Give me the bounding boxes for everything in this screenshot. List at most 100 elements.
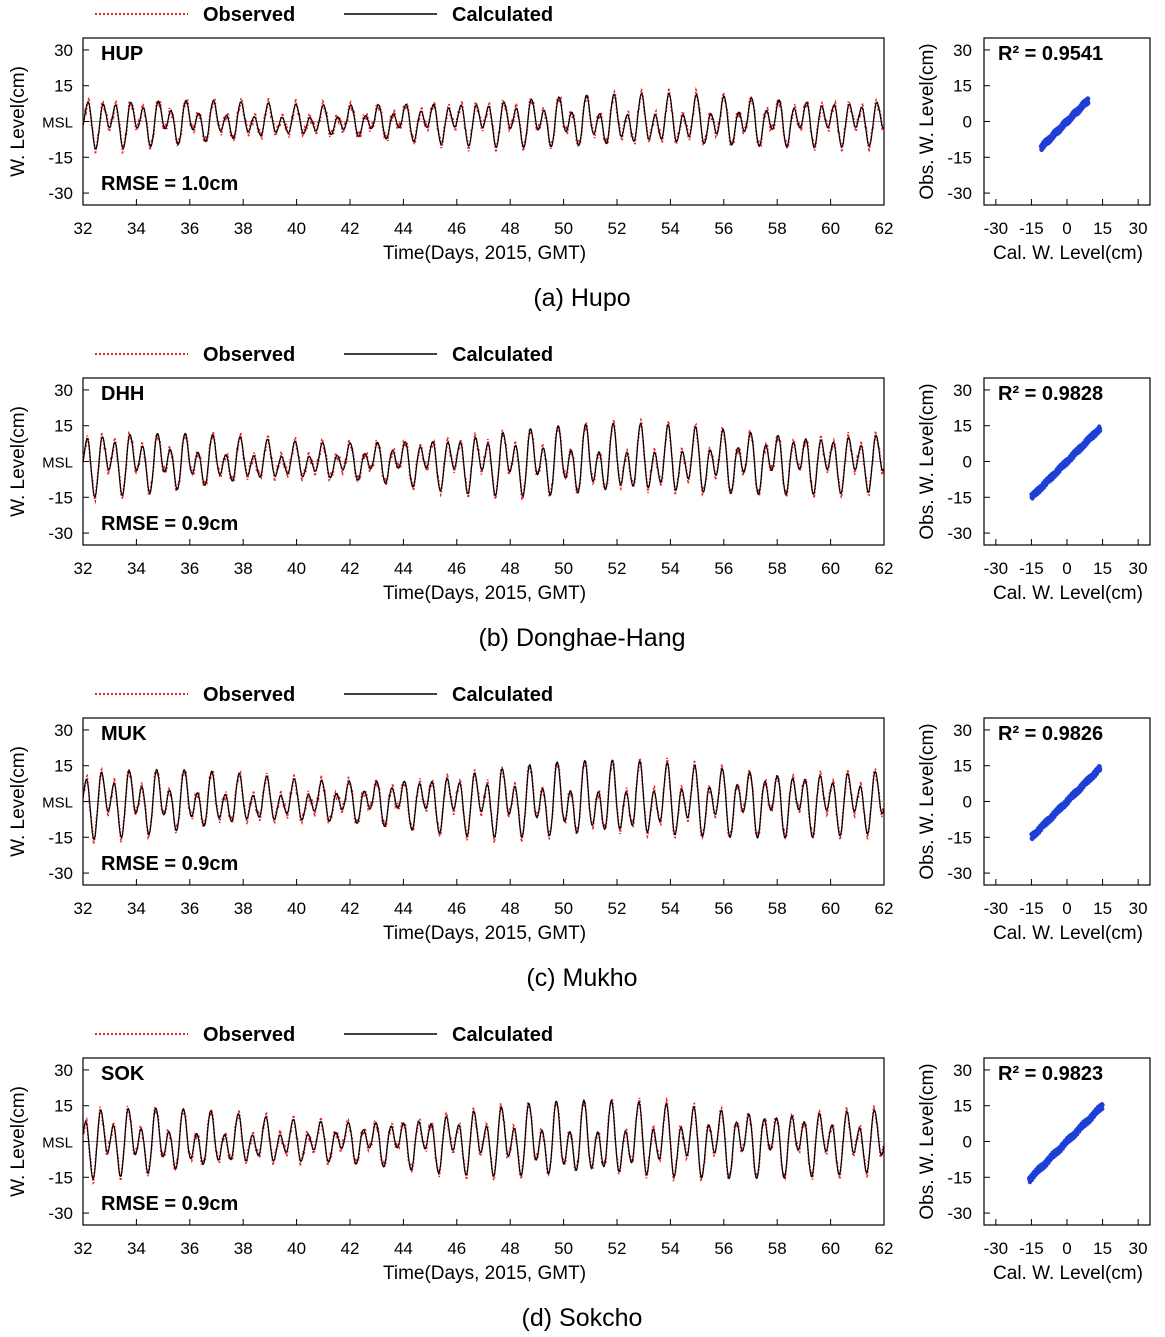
scatter-y-axis-title: Obs. W. Level(cm): [917, 383, 938, 539]
scatter-points: [1026, 1102, 1105, 1185]
x-tick-label: 32: [74, 559, 93, 578]
x-tick-label: 56: [714, 559, 733, 578]
scatter-y-tick-label: 0: [963, 453, 972, 472]
scatter-y-tick-label: 0: [963, 113, 972, 132]
x-tick-label: 52: [608, 559, 627, 578]
x-tick-label: 38: [234, 1239, 253, 1258]
x-tick-label: 62: [875, 1239, 894, 1258]
x-tick-label: 44: [394, 219, 413, 238]
scatter-x-tick-label: 15: [1093, 559, 1112, 578]
y-tick-label: -15: [48, 488, 73, 507]
x-tick-label: 34: [127, 899, 146, 918]
x-tick-label: 38: [234, 899, 253, 918]
x-tick-label: 34: [127, 1239, 146, 1258]
scatter-y-tick-label: 0: [963, 1133, 972, 1152]
scatter-y-tick-label: 30: [953, 381, 972, 400]
r2-label: R² = 0.9541: [998, 43, 1103, 65]
panel-caption: (a) Hupo: [533, 284, 630, 312]
x-tick-label: 62: [875, 219, 894, 238]
legend-calculated-label: Calculated: [452, 344, 553, 366]
scatter-y-tick-label: -15: [947, 488, 972, 507]
x-tick-label: 48: [501, 899, 520, 918]
y-tick-label: -30: [48, 1204, 73, 1223]
x-tick-label: 36: [180, 559, 199, 578]
x-tick-label: 36: [180, 219, 199, 238]
legend-calculated-label: Calculated: [452, 4, 553, 26]
y-tick-label: -15: [48, 828, 73, 847]
y-axis-title: W. Level(cm): [8, 746, 29, 857]
y-axis-title: W. Level(cm): [8, 406, 29, 517]
x-tick-label: 36: [180, 899, 199, 918]
legend-observed-label: Observed: [203, 4, 295, 26]
x-tick-label: 48: [501, 219, 520, 238]
x-tick-label: 62: [875, 559, 894, 578]
x-tick-label: 32: [74, 1239, 93, 1258]
x-tick-label: 48: [501, 559, 520, 578]
scatter-x-tick-label: -30: [984, 219, 1009, 238]
y-tick-label: MSL: [42, 795, 73, 812]
scatter-y-tick-label: 0: [963, 793, 972, 812]
scatter-x-axis-title: Cal. W. Level(cm): [993, 583, 1143, 604]
r2-label: R² = 0.9823: [998, 1063, 1103, 1085]
y-tick-label: 15: [54, 757, 73, 776]
x-tick-label: 58: [768, 1239, 787, 1258]
station-code: MUK: [101, 723, 147, 745]
legend-observed-label: Observed: [203, 1024, 295, 1046]
scatter-x-tick-label: 0: [1062, 899, 1071, 918]
x-tick-label: 36: [180, 1239, 199, 1258]
series-observed-line: [82, 417, 885, 505]
x-tick-label: 46: [447, 899, 466, 918]
x-tick-label: 34: [127, 559, 146, 578]
x-tick-label: 62: [875, 899, 894, 918]
x-axis-title: Time(Days, 2015, GMT): [383, 583, 586, 604]
x-tick-label: 58: [768, 559, 787, 578]
rmse-label: RMSE = 1.0cm: [101, 173, 238, 195]
x-tick-label: 44: [394, 559, 413, 578]
y-axis-title: W. Level(cm): [8, 1086, 29, 1197]
rmse-label: RMSE = 0.9cm: [101, 513, 238, 535]
scatter-x-tick-label: -30: [984, 899, 1009, 918]
scatter-x-tick-label: 15: [1093, 219, 1112, 238]
scatter-y-tick-label: 15: [953, 77, 972, 96]
y-tick-label: -15: [48, 148, 73, 167]
scatter-x-tick-label: 30: [1129, 559, 1148, 578]
rmse-label: RMSE = 0.9cm: [101, 1193, 238, 1215]
y-tick-label: 30: [54, 721, 73, 740]
station-code: SOK: [101, 1063, 145, 1085]
legend-calculated-label: Calculated: [452, 1024, 553, 1046]
scatter-y-tick-label: 30: [953, 721, 972, 740]
x-tick-label: 48: [501, 1239, 520, 1258]
x-tick-label: 52: [608, 1239, 627, 1258]
scatter-x-tick-label: -15: [1019, 1239, 1044, 1258]
x-tick-label: 60: [821, 219, 840, 238]
scatter-y-tick-label: 15: [953, 757, 972, 776]
station-code: HUP: [101, 43, 143, 65]
scatter-x-tick-label: -15: [1019, 219, 1044, 238]
scatter-point: [1098, 428, 1103, 433]
scatter-y-tick-label: -15: [947, 828, 972, 847]
scatter-x-tick-label: -30: [984, 1239, 1009, 1258]
scatter-y-tick-label: -30: [947, 864, 972, 883]
x-tick-label: 46: [447, 219, 466, 238]
y-tick-label: 15: [54, 77, 73, 96]
x-tick-label: 50: [554, 559, 573, 578]
scatter-x-tick-label: -15: [1019, 899, 1044, 918]
x-tick-label: 50: [554, 219, 573, 238]
x-tick-label: 54: [661, 1239, 680, 1258]
x-tick-label: 52: [608, 899, 627, 918]
r2-label: R² = 0.9826: [998, 723, 1103, 745]
x-tick-label: 42: [341, 219, 360, 238]
scatter-y-tick-label: 30: [953, 41, 972, 60]
scatter-y-tick-label: -30: [947, 524, 972, 543]
y-tick-label: -30: [48, 524, 73, 543]
scatter-y-tick-label: 15: [953, 417, 972, 436]
panel-caption: (c) Mukho: [526, 964, 637, 992]
legend-calculated-label: Calculated: [452, 684, 553, 706]
x-tick-label: 58: [768, 219, 787, 238]
x-axis-title: Time(Days, 2015, GMT): [383, 1263, 586, 1284]
scatter-points: [1038, 96, 1091, 153]
x-axis-title: Time(Days, 2015, GMT): [383, 923, 586, 944]
